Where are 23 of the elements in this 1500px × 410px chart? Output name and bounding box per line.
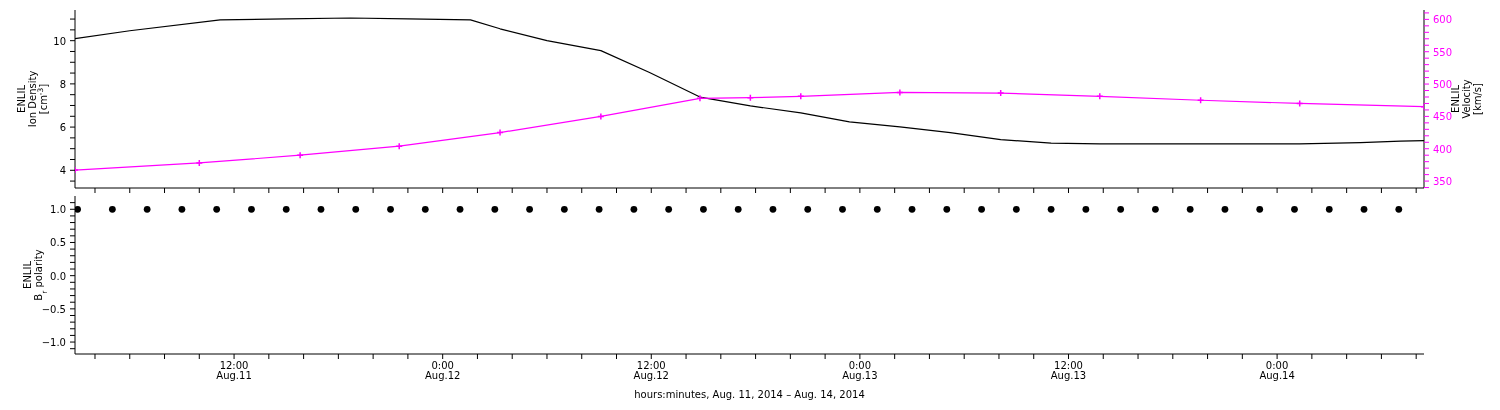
x-tick-label: 0:00 Aug.13: [842, 360, 878, 381]
x-tick-label: 12:00 Aug.11: [216, 360, 252, 381]
y-tick-label: 0.5: [50, 237, 66, 249]
x-tick-label: 0:00 Aug.12: [424, 360, 461, 381]
y-tick-label: 0.0: [50, 270, 66, 282]
y-tick-label: −0.5: [41, 303, 66, 315]
y2-tick-label: 450: [1433, 111, 1453, 123]
y-tick-label: 8: [59, 78, 66, 90]
y-tick-label: −1.0: [41, 337, 66, 349]
x-tick-label: 12:00 Aug.13: [1050, 360, 1087, 381]
y2-tick-label: 400: [1433, 143, 1453, 155]
y2-tick-label: 600: [1433, 14, 1453, 26]
y-tick-label: 1.0: [50, 204, 66, 216]
y2-tick-label: 550: [1433, 46, 1453, 58]
y-tick-label: 10: [53, 35, 66, 47]
y-tick-label: 4: [59, 165, 66, 177]
x-tick-label: 12:00 Aug.12: [633, 360, 669, 381]
x-tick-label: 0:00 Aug.14: [1259, 360, 1295, 381]
point: [296, 151, 304, 159]
y2-tick-label: 350: [1433, 176, 1453, 188]
y-tick-label: 6: [59, 122, 66, 134]
x-axis-title: hours:minutes, Aug. 11, 2014 – Aug. 14, 2014: [634, 389, 865, 400]
point: [395, 142, 403, 150]
